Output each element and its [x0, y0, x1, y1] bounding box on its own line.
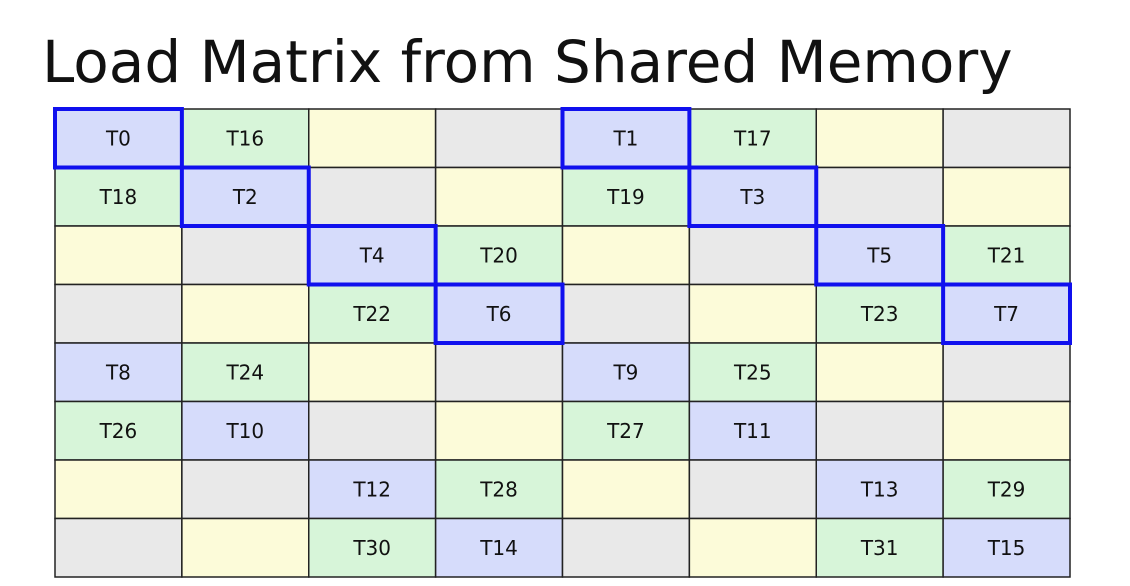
- cell-label: T11: [733, 419, 772, 443]
- cell: [54, 517, 183, 578]
- cell: [688, 517, 817, 578]
- cell: [308, 166, 437, 227]
- cell-label: T12: [352, 477, 391, 501]
- cell: [561, 283, 691, 344]
- cell: [815, 517, 944, 578]
- cell: [434, 342, 564, 403]
- cell: [561, 225, 691, 286]
- cell-label: T6: [486, 302, 512, 326]
- cell: [181, 108, 310, 169]
- cell: [942, 108, 1071, 169]
- cell-label: T21: [987, 243, 1026, 267]
- cell-label: T14: [479, 536, 518, 560]
- cell: [561, 459, 691, 520]
- cell: [942, 225, 1071, 286]
- cell-label: T0: [105, 126, 131, 150]
- cell: [181, 517, 310, 578]
- cell-label: T31: [860, 536, 899, 560]
- cell: [308, 342, 437, 403]
- cell: [308, 400, 437, 461]
- cell: [181, 400, 310, 461]
- cell: [181, 459, 310, 520]
- highlight: [306, 224, 438, 287]
- cell-label: T18: [99, 185, 138, 209]
- cell-label: T30: [352, 536, 391, 560]
- cell: [815, 342, 944, 403]
- cell: [688, 225, 817, 286]
- highlight: [179, 165, 311, 228]
- cell-label: T24: [225, 360, 264, 384]
- cell-label: T8: [105, 360, 131, 384]
- highlight: [433, 282, 565, 345]
- cell: [434, 166, 564, 227]
- cell-label: T9: [612, 360, 638, 384]
- cell: [434, 400, 564, 461]
- highlight: [814, 224, 946, 287]
- cell: [54, 283, 183, 344]
- cell: [434, 108, 564, 169]
- title: Load Matrix from Shared Memory: [42, 28, 1013, 96]
- cell-label: T5: [866, 243, 892, 267]
- cell-label: T23: [860, 302, 899, 326]
- cell-label: T29: [987, 477, 1026, 501]
- highlight: [687, 165, 819, 228]
- cell-label: T7: [993, 302, 1019, 326]
- cell: [561, 400, 691, 461]
- cell: [561, 342, 691, 403]
- cell: [815, 459, 944, 520]
- cell-label: T10: [225, 419, 264, 443]
- cell-label: T4: [359, 243, 385, 267]
- cell-label: T22: [352, 302, 391, 326]
- cell: [308, 459, 437, 520]
- cell: [54, 225, 183, 286]
- cell: [181, 225, 310, 286]
- cell: [815, 108, 944, 169]
- cell-label: T26: [99, 419, 138, 443]
- cell: [942, 517, 1071, 578]
- cell-label: T2: [232, 185, 258, 209]
- cell-label: T3: [739, 185, 765, 209]
- cell-label: T1: [612, 126, 638, 150]
- cell: [54, 459, 183, 520]
- cell-label: T13: [860, 477, 899, 501]
- cell: [54, 108, 183, 169]
- cell-label: T17: [733, 126, 772, 150]
- cell-label: T15: [987, 536, 1026, 560]
- cell: [181, 283, 310, 344]
- cell: [308, 517, 437, 578]
- cell: [942, 400, 1071, 461]
- cell: [181, 342, 310, 403]
- highlight: [941, 282, 1072, 345]
- cell: [815, 166, 944, 227]
- cell-label: T27: [606, 419, 645, 443]
- cell-label: T25: [733, 360, 772, 384]
- cell: [688, 459, 817, 520]
- cell: [942, 342, 1071, 403]
- cell: [942, 459, 1071, 520]
- cell: [308, 108, 437, 169]
- highlight: [53, 107, 184, 170]
- cell-label: T28: [479, 477, 518, 501]
- cell: [54, 400, 183, 461]
- cell-label: T16: [225, 126, 264, 150]
- cell: [561, 517, 691, 578]
- cell: [54, 342, 183, 403]
- cell: [434, 225, 564, 286]
- cell-label: T19: [606, 185, 645, 209]
- cell: [815, 400, 944, 461]
- cell: [688, 342, 817, 403]
- cell: [942, 166, 1071, 227]
- highlight: [560, 107, 692, 170]
- cell: [688, 283, 817, 344]
- cell-label: T20: [479, 243, 518, 267]
